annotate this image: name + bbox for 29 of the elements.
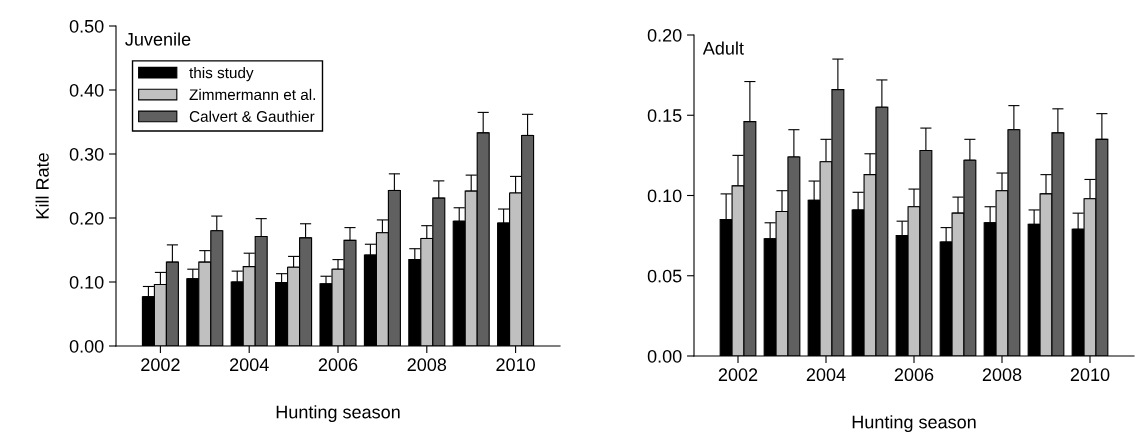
legend-label: Zimmermann et al. [189, 88, 315, 101]
x-tick-label: 2004 [230, 358, 269, 372]
legend-label: this study [189, 66, 254, 82]
y-tick-label: 0.30 [69, 147, 104, 161]
y-tick-label: 0.15 [647, 109, 682, 122]
x-tick-label: 2010 [1070, 368, 1110, 382]
chart-title: Juvenile [125, 32, 191, 46]
y-tick-label: 0.10 [69, 275, 104, 289]
x-axis-title: Hunting season [852, 415, 976, 433]
y-axis-title: Kill Rate [35, 153, 49, 219]
x-tick-label: 2008 [982, 368, 1022, 382]
y-tick-label: 0.00 [69, 339, 104, 353]
y-tick-label: 0.20 [69, 211, 104, 225]
y-tick-label: 0.00 [647, 349, 682, 363]
x-tick-label: 2006 [318, 358, 358, 372]
legend-label: Calvert & Gauthier [189, 110, 315, 122]
x-tick-label: 2004 [806, 368, 846, 382]
y-tick-label: 0.10 [647, 189, 682, 203]
x-tick-label: 2002 [141, 358, 180, 372]
x-axis-title: Hunting season [276, 405, 400, 423]
y-tick-label: 0.50 [69, 19, 104, 33]
x-tick-label: 2010 [496, 358, 535, 372]
chart-title: Adult [702, 41, 744, 55]
y-tick-label: 0.20 [647, 28, 682, 42]
x-tick-label: 2002 [718, 368, 758, 382]
y-tick-label: 0.40 [69, 83, 104, 97]
x-tick-label: 2006 [894, 368, 934, 382]
y-tick-label: 0.05 [647, 269, 682, 283]
x-tick-label: 2008 [407, 358, 447, 372]
